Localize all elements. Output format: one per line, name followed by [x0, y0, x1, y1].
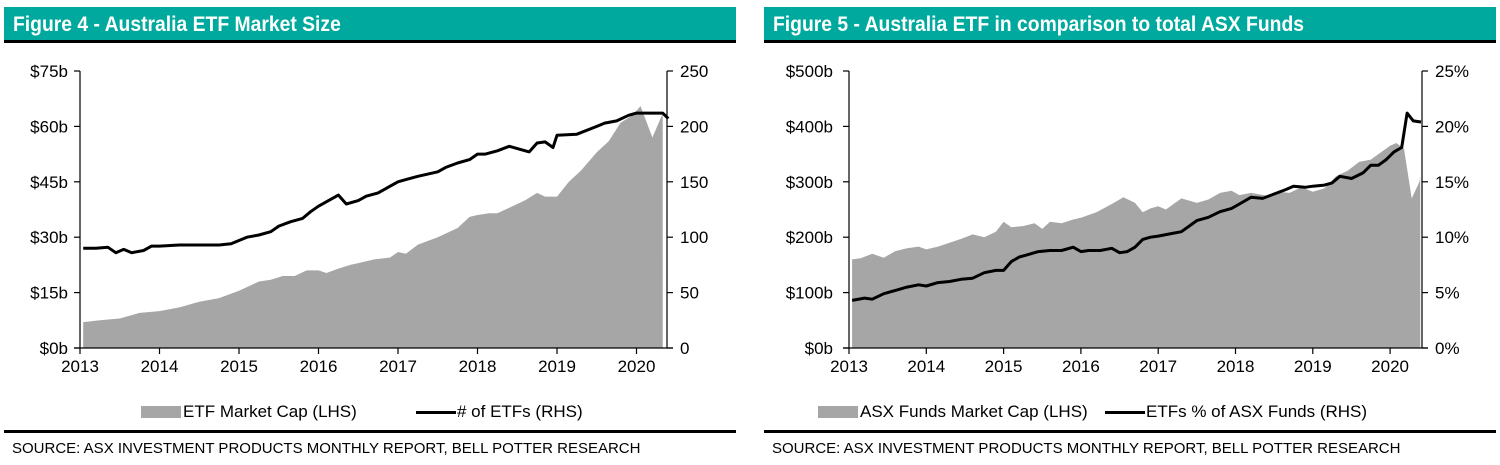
- x-tick-label: 2018: [459, 357, 497, 376]
- figure-4-legend: ETF Market Cap (LHS) # of ETFs (RHS): [0, 400, 740, 424]
- legend-label: ETF Market Cap (LHS): [183, 402, 357, 421]
- legend-item-asx-funds-market-cap: ASX Funds Market Cap (LHS): [818, 400, 1088, 424]
- line-series: [851, 111, 1422, 302]
- right-y-tick-label: 0: [680, 339, 689, 358]
- figure-5-title: Figure 5 - Australia ETF in comparison t…: [773, 13, 1304, 36]
- left-y-tick-label: $30b: [30, 228, 68, 247]
- left-y-tick-label: $100b: [786, 284, 833, 303]
- left-y-tick-label: $500b: [786, 62, 833, 81]
- source-divider: [764, 430, 1496, 433]
- figure-4-source: SOURCE: ASX INVESTMENT PRODUCTS MONTHLY …: [12, 440, 641, 457]
- left-y-tick-label: $0b: [40, 339, 68, 358]
- legend-item-etfs-pct: ETFs % of ASX Funds (RHS): [1105, 400, 1367, 424]
- left-y-tick-label: $75b: [30, 62, 68, 81]
- right-y-tick-label: 25%: [1435, 62, 1469, 81]
- line-series: [83, 111, 670, 255]
- x-tick-label: 2014: [907, 357, 945, 376]
- x-tick-label: 2013: [830, 357, 868, 376]
- right-y-tick-label: 20%: [1435, 117, 1469, 136]
- x-tick-label: 2014: [141, 357, 179, 376]
- x-tick-label: 2017: [379, 357, 417, 376]
- area-series: [83, 106, 663, 348]
- legend-label: ETFs % of ASX Funds (RHS): [1146, 402, 1368, 421]
- left-y-tick-label: $45b: [30, 173, 68, 192]
- legend-area-swatch-icon: [141, 406, 181, 418]
- legend-label: # of ETFs (RHS): [457, 402, 583, 421]
- figure-4-title-bar: Figure 4 - Australia ETF Market Size: [4, 7, 736, 43]
- figure-5-legend: ASX Funds Market Cap (LHS) ETFs % of ASX…: [760, 400, 1500, 424]
- legend-item-etf-market-cap: ETF Market Cap (LHS): [141, 400, 357, 424]
- x-tick-label: 2020: [618, 357, 656, 376]
- right-y-tick-label: 15%: [1435, 173, 1469, 192]
- x-tick-label: 2015: [220, 357, 258, 376]
- right-y-tick-label: 10%: [1435, 228, 1469, 247]
- figure-5-chart: $0b $100b $200b $300b $400b $500b 0% 5% 10% 15% 20…: [786, 62, 1469, 376]
- x-tick-label: 2013: [61, 357, 99, 376]
- left-y-tick-label: $200b: [786, 228, 833, 247]
- legend-item-num-etfs: # of ETFs (RHS): [416, 400, 583, 424]
- figure-5-title-bar: Figure 5 - Australia ETF in comparison t…: [764, 7, 1496, 43]
- right-y-tick-label: 100: [680, 228, 708, 247]
- x-tick-label: 2016: [1062, 357, 1100, 376]
- x-tick-label: 2019: [1294, 357, 1332, 376]
- x-tick-label: 2017: [1139, 357, 1177, 376]
- left-y-tick-label: $300b: [786, 173, 833, 192]
- figure-5-source: SOURCE: ASX INVESTMENT PRODUCTS MONTHLY …: [772, 440, 1401, 457]
- x-tick-label: 2016: [300, 357, 338, 376]
- x-tick-label: 2015: [985, 357, 1023, 376]
- x-tick-label: 2019: [538, 357, 576, 376]
- right-y-tick-label: 0%: [1435, 339, 1460, 358]
- right-y-tick-label: 200: [680, 117, 708, 136]
- legend-line-swatch-icon: [1105, 410, 1145, 414]
- figure-4-chart: $0b $15b $30b $45b $60b $75b 0 50 100 150 200 250 20…: [30, 62, 708, 376]
- left-y-tick-label: $60b: [30, 117, 68, 136]
- source-divider: [4, 430, 736, 433]
- figure-4-panel: Figure 4 - Australia ETF Market Size $0b…: [0, 0, 740, 465]
- right-y-tick-label: 150: [680, 173, 708, 192]
- right-y-tick-label: 250: [680, 62, 708, 81]
- legend-area-swatch-icon: [818, 406, 858, 418]
- left-y-tick-label: $15b: [30, 284, 68, 303]
- figure-5-panel: Figure 5 - Australia ETF in comparison t…: [760, 0, 1500, 465]
- x-tick-label: 2020: [1371, 357, 1409, 376]
- left-y-tick-label: $400b: [786, 117, 833, 136]
- left-y-tick-label: $0b: [805, 339, 833, 358]
- right-y-tick-label: 50: [680, 284, 699, 303]
- right-y-tick-label: 5%: [1435, 284, 1460, 303]
- legend-line-swatch-icon: [416, 410, 456, 414]
- figure-4-title: Figure 4 - Australia ETF Market Size: [13, 13, 341, 36]
- x-tick-label: 2018: [1217, 357, 1255, 376]
- legend-label: ASX Funds Market Cap (LHS): [860, 402, 1088, 421]
